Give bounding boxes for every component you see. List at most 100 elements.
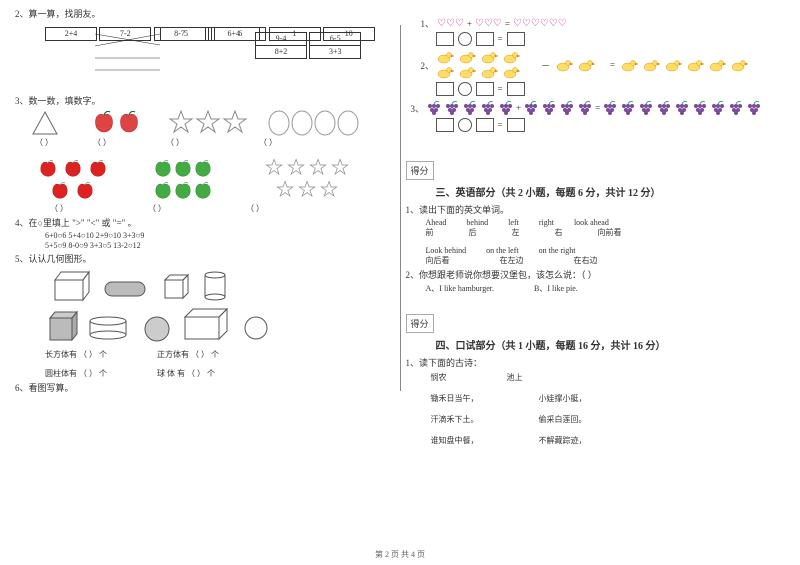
en-opts: A、I like hamburger. B、I like pie. <box>426 283 786 294</box>
q3-blanks2: （ ） （ ） （ ） <box>50 203 395 214</box>
en-word: left <box>508 218 519 227</box>
poem-line: 偷采白莲回。 <box>539 414 587 425</box>
en-q2: 2、你想跟老师说你想要汉堡包，该怎么说：（ ） <box>406 268 786 281</box>
box-icon <box>436 118 454 132</box>
oral-q1: 1、读下面的古诗： <box>406 356 786 369</box>
page: 2、算一算，找朋友。 2+4 7-2 8-7 6+4 5 6 1 10 9-4 … <box>10 0 790 451</box>
score-label: 得分 <box>406 161 434 180</box>
match-lines <box>95 27 160 87</box>
en-row2: Look behind on the left on the right <box>426 246 786 255</box>
q5-labels1: 长方体有 （ ） 个 正方体有 （ ） 个 <box>45 349 395 360</box>
blank: （ ） <box>166 137 184 148</box>
circle-icon <box>458 82 472 96</box>
q5-shapes-icon <box>45 267 305 347</box>
r2-ops: = <box>436 82 786 96</box>
poem-4: 谁知盘中餐， 不解藏踪迹， <box>431 435 786 446</box>
q5-labels2: 圆柱体有 （ ） 个 球 体 有 （ ） 个 <box>45 368 395 379</box>
q2-c0: 9-4 <box>255 32 307 46</box>
q2-colC: 9-4 6-5 8+2 3+3 <box>255 32 395 58</box>
poem-1: 悯农 池上 <box>431 372 786 383</box>
apples-5-red-icon <box>35 158 110 203</box>
cylinder-label: 圆柱体有 （ ） 个 <box>45 368 107 379</box>
circle-icon <box>458 32 472 46</box>
blank: （ ） <box>148 203 166 214</box>
en-word: on the left <box>486 246 518 255</box>
cn-word: 向前看 <box>598 227 622 238</box>
stars-3-icon <box>168 109 248 137</box>
poem-3: 汗滴禾下土。 偷采白莲回。 <box>431 414 786 425</box>
apples-6-green-icon <box>150 158 225 203</box>
poem-line: 锄禾日当午， <box>431 393 479 404</box>
box-icon <box>507 82 525 96</box>
q3-title: 3、数一数，填数字。 <box>15 94 395 107</box>
english-title: 三、英语部分（共 2 小题，每题 6 分，共计 12 分） <box>436 184 786 199</box>
cn-word: 在左边 <box>500 255 524 266</box>
opt-b: B、I like pie. <box>534 283 578 294</box>
eq: = <box>595 103 600 113</box>
box-icon <box>476 82 494 96</box>
en-row2cn: 向后看 在左边 在右边 <box>426 255 786 266</box>
r1-hearts: 1、 ♡♡♡ + ♡♡♡ = ♡♡♡♡♡♡ <box>421 17 786 30</box>
r3-num: 3、 <box>411 102 425 115</box>
poem-line: 谁知盘中餐， <box>431 435 479 446</box>
q6-title: 6、看图写算。 <box>15 381 395 394</box>
page-footer: 第 2 页 共 4 页 <box>0 549 800 560</box>
cube-label: 正方体有 （ ） 个 <box>157 349 219 360</box>
heart-icon: ♡♡♡♡♡♡ <box>513 18 567 29</box>
poem-line: 小娃撑小艇， <box>539 393 587 404</box>
en-q1: 1、读出下面的英文单词。 <box>406 203 786 216</box>
grapes-4-icon <box>522 100 594 116</box>
q4-l1: 6+0○6 5+4○10 2+9○10 3+3○9 <box>45 231 395 240</box>
minus: － <box>541 59 550 72</box>
sphere-label: 球 体 有 （ ） 个 <box>157 368 215 379</box>
en-word: behind <box>466 218 488 227</box>
q2-b0: 5 <box>160 27 212 41</box>
q2-a0: 2+4 <box>45 27 97 41</box>
en-row1cn: 前 后 左 右 向前看 <box>426 227 786 238</box>
grapes-5-icon <box>425 100 515 116</box>
poem-2: 锄禾日当午， 小娃撑小艇， <box>431 393 786 404</box>
q2-c1: 6-5 <box>309 32 361 46</box>
r3-ops: = <box>436 118 786 132</box>
box-icon <box>436 82 454 96</box>
q2-c2: 8+2 <box>255 45 307 59</box>
opt-a: A、I like hamburger. <box>426 283 495 294</box>
cn-word: 前 <box>426 227 434 238</box>
box-icon <box>436 32 454 46</box>
box-icon <box>476 118 494 132</box>
eq: = <box>610 60 615 70</box>
ducks-8-icon <box>436 50 536 80</box>
r1-ops: = <box>436 32 786 46</box>
blank: （ ） <box>35 137 53 148</box>
poem-title: 悯农 <box>431 372 447 383</box>
q2-title: 2、算一算，找朋友。 <box>15 7 395 20</box>
box-icon <box>507 32 525 46</box>
en-word: Look behind <box>426 246 467 255</box>
cn-word: 右 <box>555 227 563 238</box>
en-row1: Ahead behind left right look ahead <box>426 218 786 227</box>
blank: （ ） <box>259 137 277 148</box>
ducks-2-icon <box>555 58 605 73</box>
triangle-icon <box>30 109 60 137</box>
poem-title: 池上 <box>507 372 523 383</box>
poem-line: 汗滴禾下土。 <box>431 414 479 425</box>
r2-ducks: 2、 － = <box>421 50 786 80</box>
q3-row2 <box>35 158 395 203</box>
ovals-4-icon <box>267 109 362 137</box>
en-word: on the right <box>539 246 576 255</box>
r2-num: 2、 <box>421 59 435 72</box>
r3-grapes: 3、 + = <box>411 100 786 116</box>
cn-word: 后 <box>469 227 477 238</box>
q4-l2: 5+5○9 8-0○9 3+3○5 13-2○12 <box>45 241 395 250</box>
en-word: Ahead <box>426 218 447 227</box>
q4-title: 4、在○里填上 ">" "<" 或 "=" 。 <box>15 216 395 229</box>
en-word: look ahead <box>574 218 609 227</box>
poem-line: 不解藏踪迹， <box>539 435 587 446</box>
box-icon <box>476 32 494 46</box>
left-column: 2、算一算，找朋友。 2+4 7-2 8-7 6+4 5 6 1 10 9-4 … <box>10 0 400 451</box>
blank: （ ） <box>93 137 111 148</box>
q2-match: 2+4 7-2 8-7 6+4 5 6 1 10 9-4 6-5 8+2 3+3 <box>45 22 395 92</box>
heart-icon: ♡♡♡ <box>437 18 464 29</box>
cuboid-label: 长方体有 （ ） 个 <box>45 349 107 360</box>
q5-title: 5、认认几何图形。 <box>15 252 395 265</box>
